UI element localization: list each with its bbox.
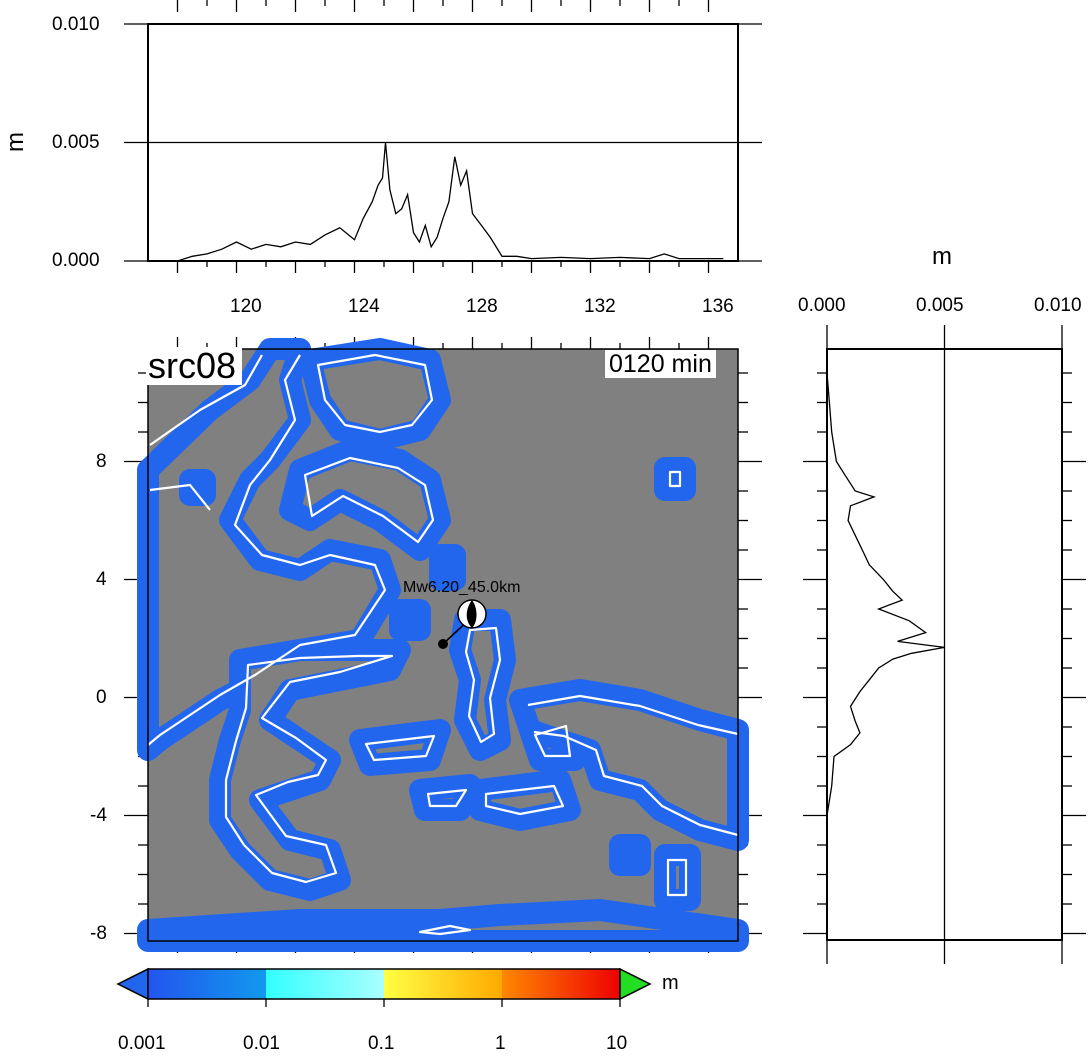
top-y-tick-label: 0.005 bbox=[52, 132, 100, 153]
right-profile-line bbox=[826, 372, 945, 934]
colorbar-tick-label: 1 bbox=[495, 1033, 506, 1054]
colorbar bbox=[116, 967, 652, 1007]
map-y-tick-label: 0 bbox=[96, 687, 107, 708]
right-x-tick-label: 0.010 bbox=[1034, 295, 1082, 316]
right-profile-panel bbox=[803, 325, 1086, 964]
map-y-tick-label: -4 bbox=[90, 805, 107, 826]
colorbar-tick-label: 0.01 bbox=[243, 1033, 280, 1054]
colorbar-segment bbox=[502, 969, 620, 999]
top-y-tick-label: 0.010 bbox=[52, 14, 100, 35]
top-x-tick-label: 124 bbox=[348, 296, 380, 317]
colorbar-segment bbox=[266, 969, 384, 999]
top-x-tick-label: 120 bbox=[230, 296, 262, 317]
colorbar-segment bbox=[148, 969, 266, 999]
colorbar-over-triangle bbox=[619, 967, 652, 1001]
top-y-tick-label: 0.000 bbox=[52, 250, 100, 271]
colorbar-under-triangle bbox=[116, 967, 149, 1001]
colorbar-segment bbox=[384, 969, 502, 999]
right-profile-ticks bbox=[803, 325, 1086, 964]
map-y-tick-label: 8 bbox=[96, 451, 107, 472]
event-label: Mw6.20_45.0km bbox=[403, 579, 521, 596]
right-x-tick-label: 0.005 bbox=[916, 295, 964, 316]
top-profile-ticks bbox=[124, 0, 762, 273]
right-x-tick-label: 0.000 bbox=[798, 295, 846, 316]
top-profile-line bbox=[150, 142, 724, 262]
colorbar-tick-label: 10 bbox=[606, 1033, 628, 1054]
coastlines bbox=[147, 353, 739, 936]
colorbar-unit: m bbox=[662, 972, 679, 994]
map-title: src08 bbox=[146, 347, 243, 385]
top-profile-panel bbox=[124, 0, 762, 273]
top-x-tick-label: 128 bbox=[466, 296, 498, 317]
map-frame bbox=[147, 348, 739, 942]
time-label: 0120 min bbox=[605, 350, 716, 378]
top-x-tick-label: 136 bbox=[702, 296, 734, 317]
right-profile-xlabel: m bbox=[932, 243, 952, 270]
epicenter-marker bbox=[438, 639, 448, 649]
colorbar-tick-label: 0.1 bbox=[368, 1033, 395, 1054]
focal-mechanism-beachball bbox=[457, 599, 487, 629]
map-panel bbox=[124, 337, 762, 953]
top-x-tick-label: 132 bbox=[584, 296, 616, 317]
map-y-tick-label: 4 bbox=[96, 569, 107, 590]
map-y-tick-label: -8 bbox=[90, 923, 107, 944]
colorbar-tick-label: 0.001 bbox=[118, 1033, 166, 1054]
top-profile-ylabel: m bbox=[2, 132, 29, 152]
